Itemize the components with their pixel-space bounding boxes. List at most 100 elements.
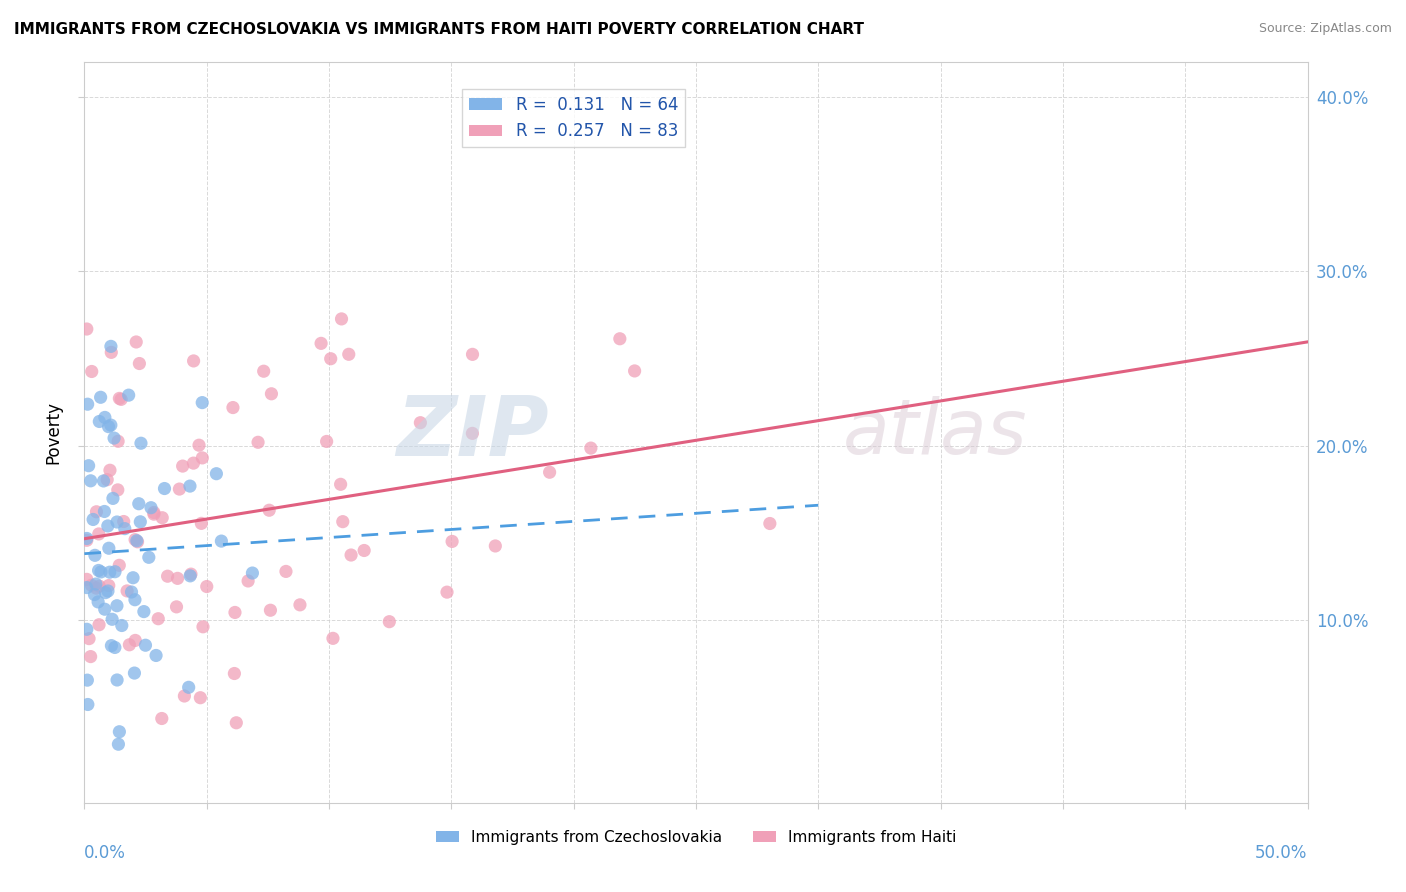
Point xyxy=(319,351,342,366)
Point xyxy=(77,632,100,646)
Point xyxy=(97,541,120,556)
Point xyxy=(98,463,121,477)
Point xyxy=(538,465,561,479)
Point xyxy=(97,519,120,533)
Point xyxy=(340,548,363,562)
Point xyxy=(461,426,484,441)
Point xyxy=(87,564,110,578)
Text: ZIP: ZIP xyxy=(396,392,550,473)
Point xyxy=(84,577,107,591)
Point xyxy=(76,322,98,336)
Point xyxy=(97,419,120,434)
Point xyxy=(436,585,458,599)
Point xyxy=(76,533,98,548)
Point xyxy=(100,639,122,653)
Point xyxy=(100,339,122,353)
Point xyxy=(209,534,232,549)
Point xyxy=(153,482,176,496)
Point xyxy=(242,566,264,580)
Point xyxy=(94,410,117,425)
Point xyxy=(118,388,141,402)
Text: atlas: atlas xyxy=(842,396,1028,469)
Point xyxy=(80,578,103,592)
Point xyxy=(322,632,344,646)
Point xyxy=(110,392,132,407)
Point xyxy=(180,567,202,582)
Point xyxy=(90,390,112,404)
Point xyxy=(134,638,156,652)
Point xyxy=(97,578,120,592)
Point xyxy=(191,620,214,634)
Point xyxy=(224,666,246,681)
Point xyxy=(108,724,131,739)
Point xyxy=(166,599,188,614)
Text: IMMIGRANTS FROM CZECHOSLOVAKIA VS IMMIGRANTS FROM HAITI POVERTY CORRELATION CHAR: IMMIGRANTS FROM CZECHOSLOVAKIA VS IMMIGR… xyxy=(14,22,865,37)
Point xyxy=(288,598,311,612)
Point xyxy=(150,510,173,524)
Point xyxy=(93,504,115,518)
Point xyxy=(124,666,146,681)
Point xyxy=(115,583,138,598)
Point xyxy=(83,588,105,602)
Point xyxy=(183,456,205,470)
Point xyxy=(104,565,127,579)
Point xyxy=(191,450,214,465)
Point xyxy=(188,438,211,452)
Point xyxy=(112,515,135,529)
Point xyxy=(353,543,375,558)
Point xyxy=(87,617,110,632)
Point xyxy=(247,435,270,450)
Point xyxy=(190,516,212,531)
Point xyxy=(609,332,631,346)
Point xyxy=(222,401,245,415)
Point xyxy=(177,681,200,695)
Point xyxy=(409,416,432,430)
Point xyxy=(76,622,98,636)
Point xyxy=(142,507,165,521)
Point xyxy=(253,364,276,378)
Point xyxy=(76,673,98,687)
Point xyxy=(93,474,115,488)
Point xyxy=(236,574,259,588)
Point xyxy=(108,392,131,406)
Point xyxy=(129,515,152,529)
Point xyxy=(156,569,179,583)
Point xyxy=(225,715,247,730)
Point xyxy=(128,357,150,371)
Point xyxy=(132,605,155,619)
Point xyxy=(87,595,110,609)
Point xyxy=(89,579,111,593)
Point xyxy=(108,558,131,573)
Point xyxy=(183,354,205,368)
Point xyxy=(82,512,104,526)
Point xyxy=(378,615,401,629)
Point xyxy=(759,516,782,531)
Point xyxy=(122,571,145,585)
Point xyxy=(139,500,162,515)
Point xyxy=(129,436,152,450)
Point xyxy=(89,415,111,429)
Point xyxy=(114,522,136,536)
Point xyxy=(259,603,281,617)
Point xyxy=(77,458,100,473)
Point xyxy=(309,336,332,351)
Point xyxy=(98,565,121,579)
Point xyxy=(332,515,354,529)
Point xyxy=(315,434,337,449)
Point xyxy=(124,633,146,648)
Text: Source: ZipAtlas.com: Source: ZipAtlas.com xyxy=(1258,22,1392,36)
Point xyxy=(107,434,129,449)
Point xyxy=(101,491,124,506)
Point xyxy=(623,364,645,378)
Point xyxy=(125,533,148,548)
Point xyxy=(100,418,122,433)
Point xyxy=(107,737,129,751)
Point xyxy=(166,571,188,585)
Point xyxy=(124,592,146,607)
Point xyxy=(76,397,98,411)
Point xyxy=(205,467,228,481)
Point xyxy=(118,638,141,652)
Point xyxy=(100,345,122,359)
Point xyxy=(105,515,128,529)
Point xyxy=(441,534,464,549)
